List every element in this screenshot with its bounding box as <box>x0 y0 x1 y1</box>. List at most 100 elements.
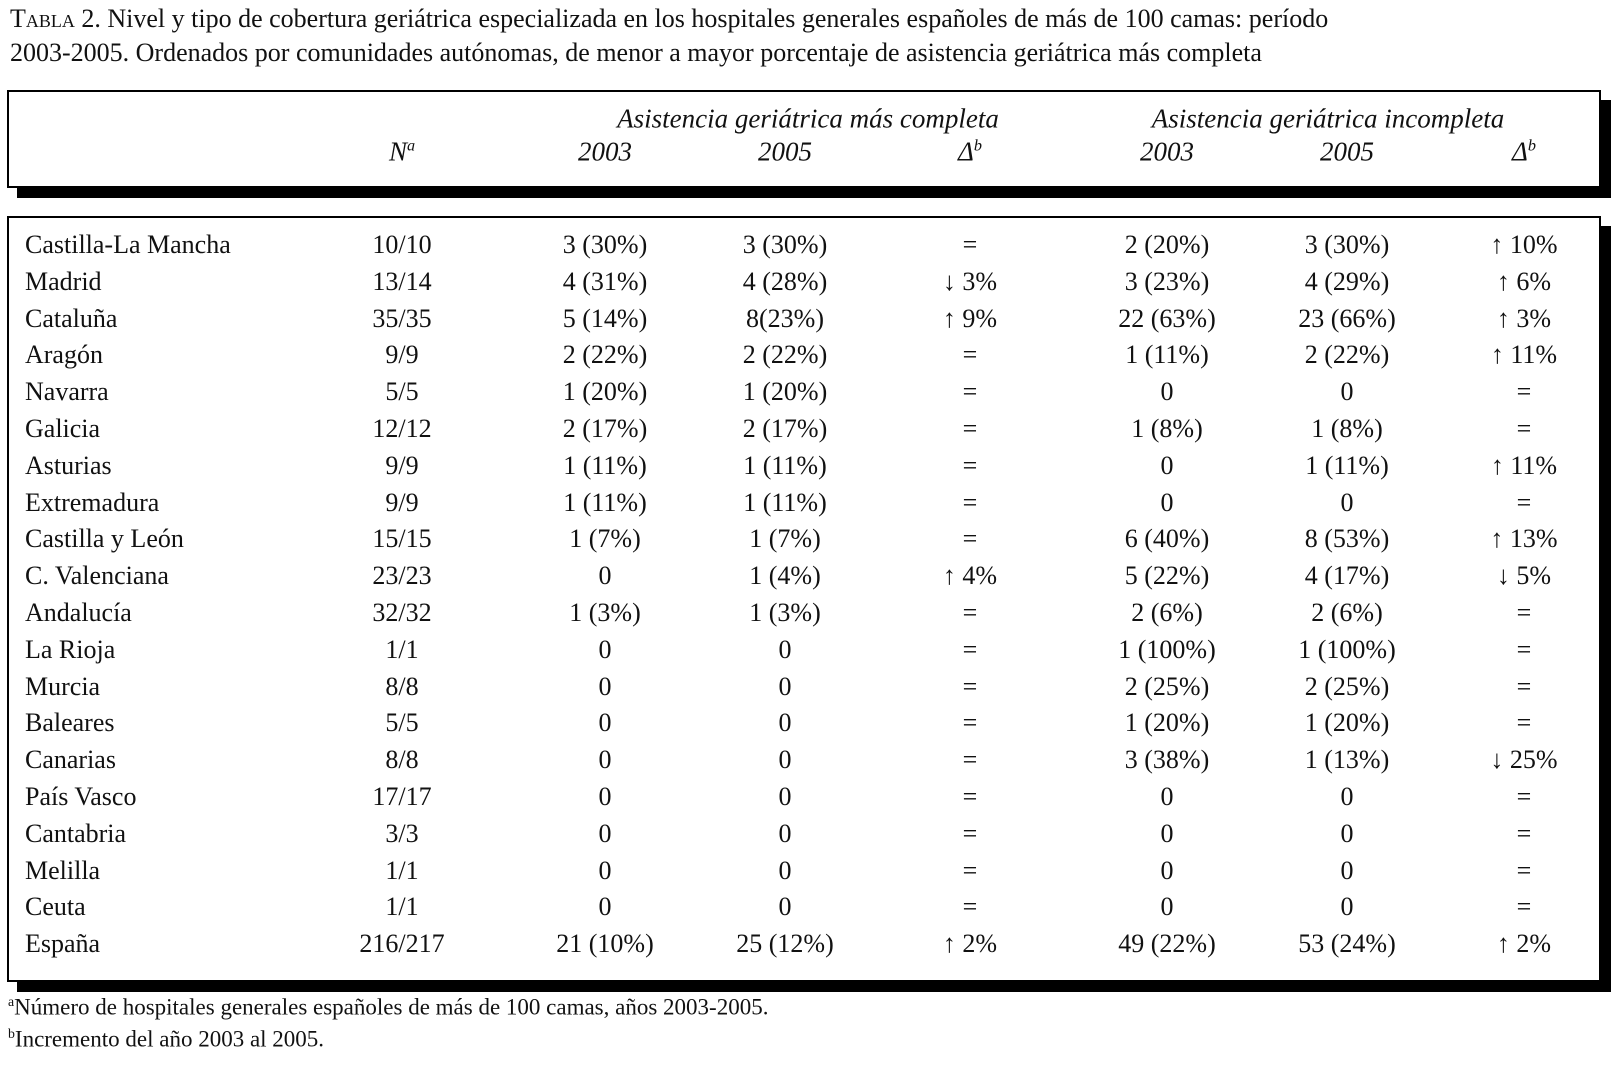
table-cell: 1 (11%) <box>743 487 827 517</box>
table-cell: 0 <box>1340 818 1354 848</box>
table-cell: 1 (100%) <box>1298 634 1396 664</box>
table-cell: = <box>1516 855 1532 885</box>
table-cell: ↑ 4% <box>942 561 998 591</box>
row-label: Melilla <box>25 855 101 885</box>
row-label: Baleares <box>25 708 115 738</box>
table-cell: 3 (38%) <box>1124 745 1210 775</box>
table-cell: 3 (30%) <box>562 230 648 259</box>
table-cell: 0 <box>1160 450 1174 480</box>
table-cell: ↑ 13% <box>1490 524 1558 554</box>
body-box <box>7 216 1601 982</box>
table-cell: 0 <box>598 782 612 811</box>
table-cell: 0 <box>1340 782 1354 811</box>
table-cell: 15/15 <box>372 524 432 554</box>
table-cell: = <box>962 487 978 517</box>
table-cell: 1 (3%) <box>569 598 641 627</box>
table-cell: = <box>962 340 978 370</box>
group-header: Asistencia geriátrica más completa <box>617 103 999 134</box>
table-cell: 1 (20%) <box>562 377 648 407</box>
row-label: Cataluña <box>25 303 118 333</box>
caption-text: 2003-2005. Ordenados por comunidades aut… <box>10 38 1262 67</box>
table-cell: 5 (14%) <box>562 303 648 333</box>
row-label: Madrid <box>25 266 102 296</box>
table-cell: 8(23%) <box>746 303 824 333</box>
table-cell: = <box>1516 671 1532 701</box>
table-cell: 3/3 <box>385 818 419 848</box>
row-label: Castilla-La Mancha <box>25 230 231 259</box>
column-header: Na <box>389 137 415 168</box>
table-cell: 23 (66%) <box>1298 303 1396 333</box>
table-cell: 3 (30%) <box>742 230 828 259</box>
table-cell: 1 (20%) <box>1124 708 1210 738</box>
table-cell: = <box>1516 708 1532 738</box>
row-label: Asturias <box>25 450 112 480</box>
table-cell: 0 <box>778 782 792 811</box>
table-cell: = <box>962 377 978 407</box>
table-cell: ↑ 11% <box>1490 450 1558 480</box>
table-cell: = <box>962 414 978 443</box>
row-label: Navarra <box>25 377 109 407</box>
row-label: Cantabria <box>25 818 127 848</box>
table-cell: 0 <box>1160 892 1174 922</box>
column-header-text: 2003 <box>1140 136 1194 167</box>
column-header-text: Δ <box>1512 136 1528 167</box>
table-cell: 1/1 <box>385 892 419 922</box>
table-cell: 1 (13%) <box>1304 745 1390 775</box>
table-cell: ↓ 3% <box>942 266 998 296</box>
table-cell: = <box>962 524 978 554</box>
column-header-text: N <box>388 136 407 167</box>
table-cell: 1 (11%) <box>563 450 647 480</box>
column-header-sup: a <box>406 136 416 155</box>
row-label: España <box>25 929 101 959</box>
table-cell: 25 (12%) <box>736 929 834 959</box>
table-cell: 4 (29%) <box>1304 266 1390 296</box>
table-cell: 0 <box>598 708 612 738</box>
table-cell: 1 (7%) <box>749 524 821 554</box>
table-cell: 8/8 <box>385 745 419 775</box>
table-cell: 0 <box>598 745 612 775</box>
table-cell: 2 (25%) <box>1304 671 1390 701</box>
table-cell: 2 (6%) <box>1131 598 1203 627</box>
table-cell: 4 (17%) <box>1304 561 1390 591</box>
table-cell: ↑ 6% <box>1496 266 1552 296</box>
table-cell: 2 (22%) <box>742 340 828 370</box>
table-cell: 0 <box>1160 782 1174 811</box>
column-header-text: Δ <box>958 136 974 167</box>
table-cell: ↓ 25% <box>1490 745 1558 775</box>
table-cell: 1 (7%) <box>569 524 641 554</box>
table-cell: 0 <box>1160 855 1174 885</box>
row-label: Aragón <box>25 340 103 370</box>
table-cell: 9/9 <box>385 340 419 370</box>
table-cell: 2 (6%) <box>1311 598 1383 627</box>
table-cell: 1 (11%) <box>563 487 647 517</box>
table-cell: 0 <box>1340 892 1354 922</box>
row-label: Castilla y León <box>25 524 184 554</box>
table-cell: 0 <box>778 892 792 922</box>
table-cell: 2 (22%) <box>1304 340 1390 370</box>
table-cell: 0 <box>1340 487 1354 517</box>
row-label: La Rioja <box>25 634 116 664</box>
table-cell: 12/12 <box>372 414 432 443</box>
table-cell: 9/9 <box>385 450 419 480</box>
column-header-sup: b <box>1527 136 1536 155</box>
table-cell: = <box>1516 487 1532 517</box>
table-cell: 1/1 <box>385 634 419 664</box>
table-cell: 9/9 <box>385 487 419 517</box>
table-cell: 3 (23%) <box>1124 266 1210 296</box>
table-cell: 0 <box>1160 818 1174 848</box>
table-cell: 0 <box>1340 855 1354 885</box>
table-cell: ↑ 3% <box>1496 303 1552 333</box>
footnote-text: Incremento del año 2003 al 2005. <box>14 1026 325 1052</box>
table-cell: = <box>962 450 978 480</box>
table-cell: 5/5 <box>385 708 419 738</box>
table-cell: = <box>962 855 978 885</box>
table-cell: 1 (8%) <box>1131 414 1203 443</box>
table-cell: 0 <box>598 892 612 922</box>
column-header-sup: b <box>973 136 982 155</box>
footnote-sup: b <box>8 1026 15 1041</box>
footnote: bIncremento del año 2003 al 2005. <box>8 1026 324 1053</box>
column-header: 2003 <box>578 137 632 168</box>
table-cell: 0 <box>1340 377 1354 407</box>
caption-label: Tabla 2. <box>10 4 101 33</box>
